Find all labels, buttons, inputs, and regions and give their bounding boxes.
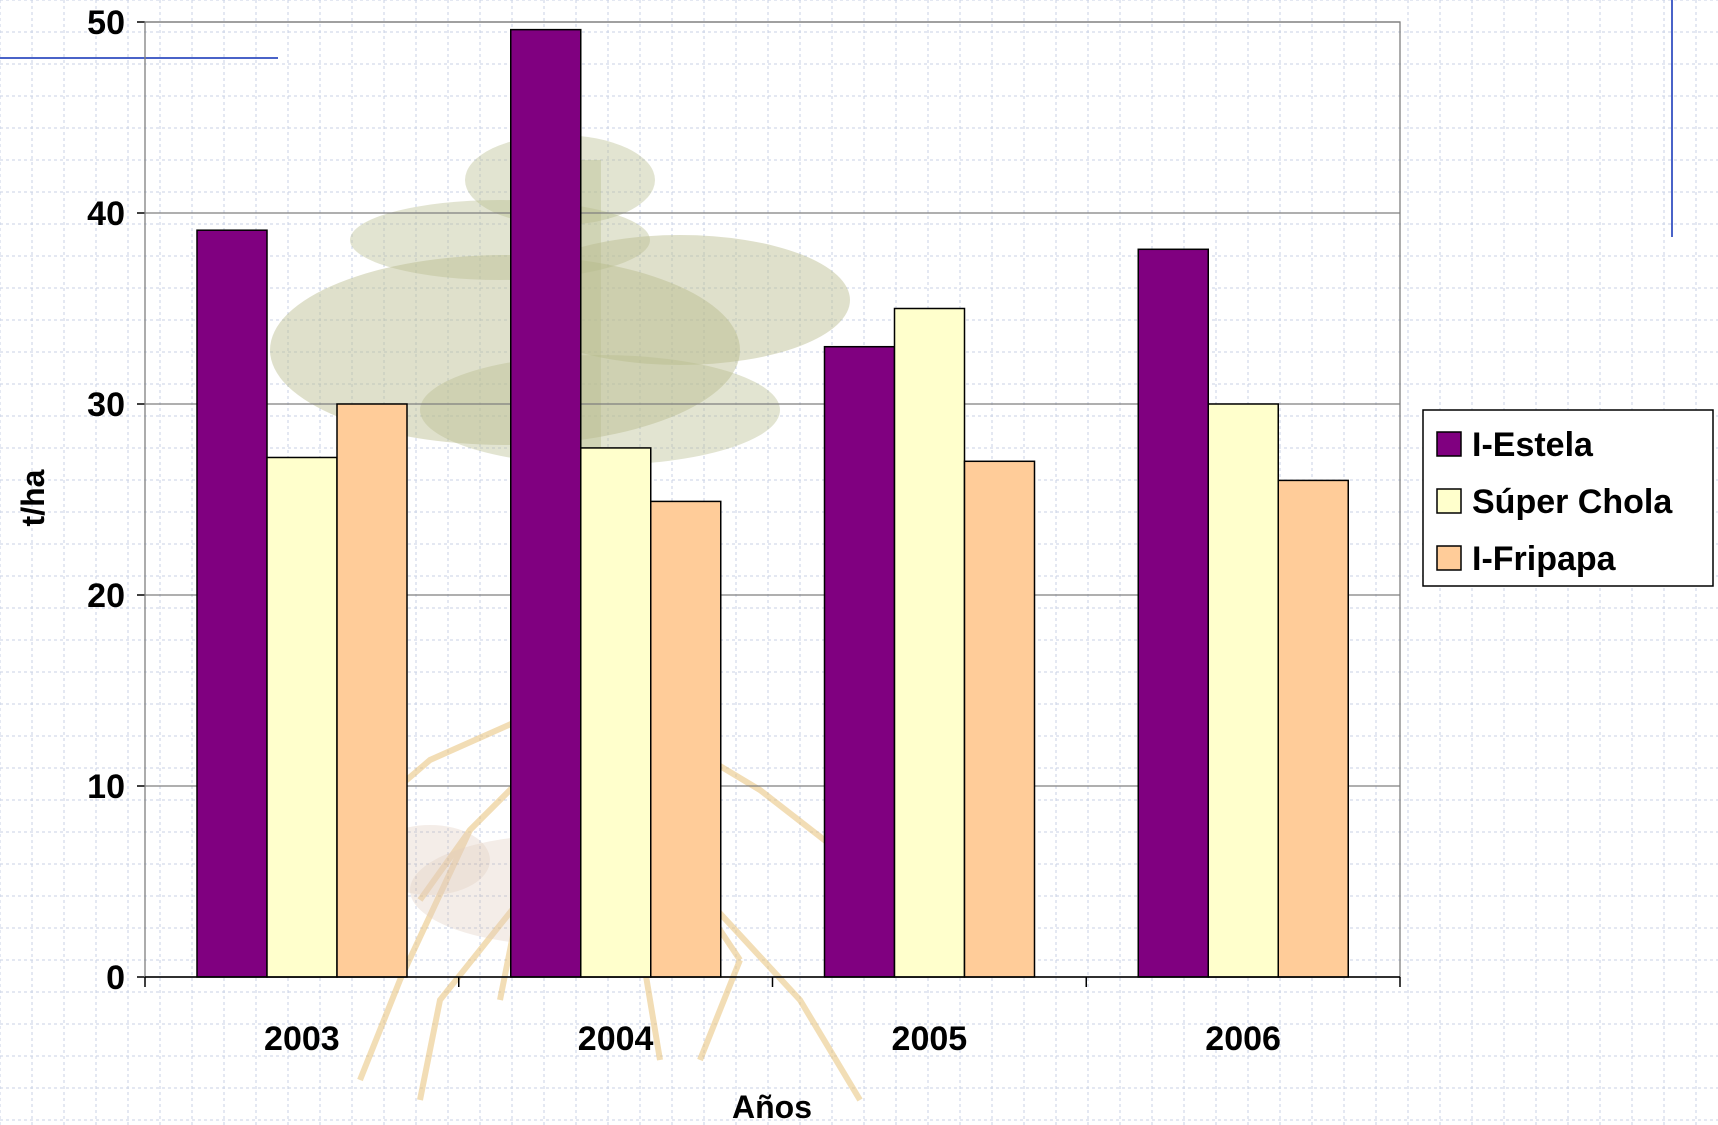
x-tick-label: 2006 [1205,1020,1281,1058]
legend-label: Súper Chola [1472,483,1673,521]
y-tick-label: 20 [87,577,125,615]
bar-i-fripapa-2004 [650,500,722,978]
legend-label: I-Fripapa [1472,540,1617,578]
legend: I-Estela Súper Chola I-Fripapa [1422,409,1714,587]
watermark-root [357,828,473,1082]
y-tick-label: 30 [87,386,125,424]
legend-swatch [1436,488,1462,514]
y-tick-label: 50 [87,4,125,42]
bar-s-per-chola-2005 [893,307,966,978]
bar-i-fripapa-2005 [963,460,1036,978]
bar-i-fripapa-2003 [336,403,408,978]
x-axis-title: Años [732,1089,812,1125]
plot-area [137,21,1401,987]
y-axis-title: t/ha [15,469,51,526]
y-tick-label: 40 [87,195,125,233]
y-tick-label: 0 [106,959,125,997]
bar-i-estela-2005 [823,345,896,978]
legend-swatch [1436,431,1462,457]
x-tick-labels: 2003 2004 2005 2006 [264,1020,1281,1058]
bar-i-estela-2006 [1137,248,1209,978]
y-tick-label: 10 [87,768,125,806]
watermark-root [417,898,523,1101]
y-tick-labels: 0 10 20 30 40 50 [87,4,125,997]
x-tick-label: 2003 [264,1020,340,1058]
x-tick-label: 2005 [892,1020,968,1058]
bar-s-per-chola-2003 [266,456,338,978]
x-tick-label: 2004 [578,1020,654,1058]
bar-i-estela-2003 [196,229,268,978]
legend-box [1422,409,1714,587]
bar-i-fripapa-2006 [1277,479,1349,978]
bar-s-per-chola-2006 [1207,403,1279,978]
legend-swatch [1436,545,1462,571]
bar-s-per-chola-2004 [580,447,652,978]
legend-label: I-Estela [1472,426,1594,464]
bar-i-estela-2004 [510,28,582,978]
